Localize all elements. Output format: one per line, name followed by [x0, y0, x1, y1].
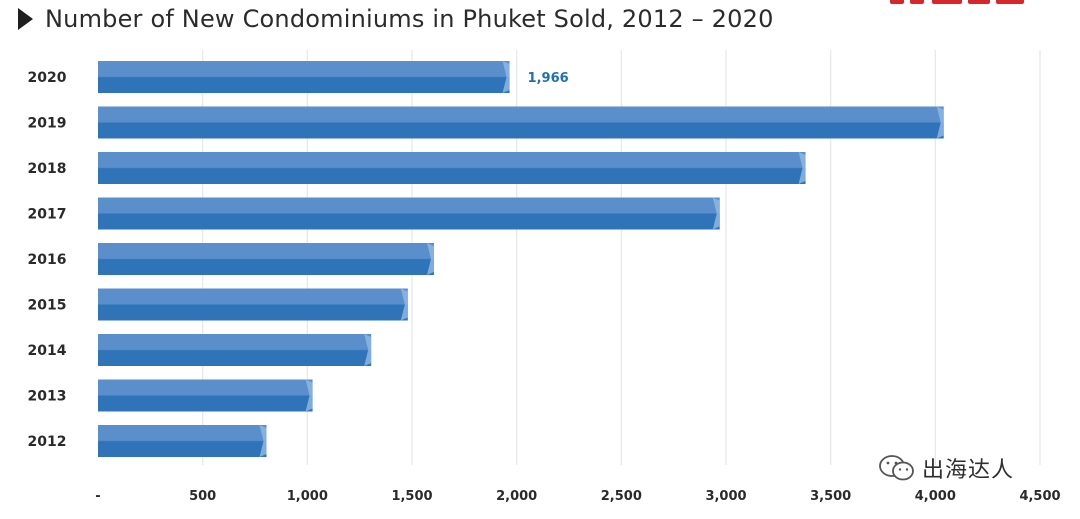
- x-tick-label: 2,500: [601, 489, 642, 504]
- y-tick-label: 2019: [28, 116, 67, 132]
- bar: [98, 334, 372, 366]
- bar-cap: [712, 197, 720, 230]
- bar: [98, 197, 720, 230]
- x-tick-label: 2,000: [496, 489, 537, 504]
- data-label: 1,966: [528, 71, 569, 86]
- bar-cap: [364, 334, 372, 366]
- watermark: 出海达人: [878, 452, 1014, 484]
- y-axis-labels: 2020 2019 2018 2017 2016 2015 2014 2013 2012: [28, 70, 67, 450]
- bar: [98, 106, 944, 139]
- y-tick-label: 2020: [28, 70, 67, 86]
- bar: [98, 152, 806, 184]
- x-tick-label: -: [95, 489, 100, 504]
- bar: [98, 243, 434, 275]
- bar-cap: [426, 243, 434, 275]
- bar-cap: [305, 379, 313, 412]
- y-tick-label: 2013: [28, 389, 67, 405]
- bar: [98, 379, 313, 412]
- bar-cap: [798, 152, 806, 184]
- watermark-text: 出海达人: [922, 458, 1015, 483]
- bar-cap: [502, 61, 510, 93]
- bar: [98, 288, 408, 321]
- y-tick-label: 2016: [28, 252, 67, 268]
- x-tick-label: 1,000: [287, 489, 328, 504]
- chart-title: Number of New Condominiums in Phuket Sol…: [45, 5, 774, 33]
- bars: [98, 61, 944, 457]
- x-tick-label: 3,000: [705, 489, 746, 504]
- bar-cap: [400, 288, 408, 321]
- bar: [98, 425, 267, 457]
- y-tick-label: 2014: [28, 343, 67, 359]
- title-row: Number of New Condominiums in Phuket Sol…: [18, 4, 774, 34]
- bar-cap: [936, 106, 944, 139]
- x-tick-label: 3,500: [810, 489, 851, 504]
- x-tick-label: 500: [189, 489, 216, 504]
- x-tick-label: 4,500: [1019, 489, 1060, 504]
- x-tick-label: 4,000: [915, 489, 956, 504]
- data-labels: 1,966: [528, 71, 569, 86]
- x-tick-label: 1,500: [391, 489, 432, 504]
- brand-logo: [888, 0, 1038, 8]
- y-tick-label: 2017: [28, 207, 67, 223]
- y-tick-label: 2012: [28, 434, 67, 450]
- play-triangle-icon: [18, 8, 33, 30]
- bar: [98, 61, 510, 93]
- wechat-icon: [879, 455, 914, 481]
- x-axis-labels: - 500 1,000 1,500 2,000 2,500 3,000 3,500 4,000 4…: [95, 489, 1060, 504]
- bar-cap: [259, 425, 267, 457]
- y-tick-label: 2018: [28, 161, 67, 177]
- y-tick-label: 2015: [28, 298, 67, 314]
